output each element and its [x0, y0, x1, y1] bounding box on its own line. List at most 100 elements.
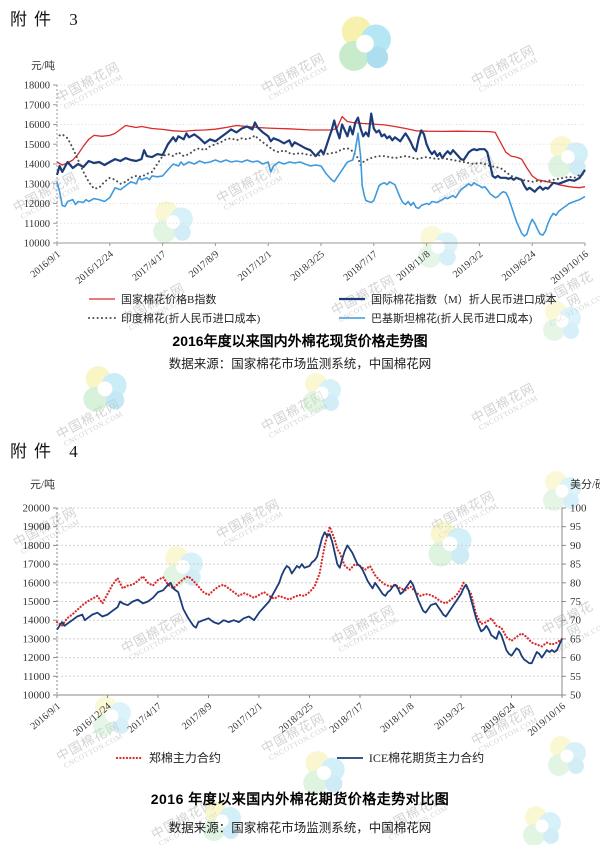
logo-blob-cyan [101, 372, 127, 398]
futures-chart-legend: 郑棉主力合约 ICE棉花期货主力合约 [0, 749, 600, 766]
x-axis-tick-label: 2017/12/1 [227, 701, 265, 735]
y2-axis-tick-label: 85 [570, 559, 582, 571]
x-axis-tick-label: 2018/3/25 [277, 701, 315, 735]
legend-line-sample [115, 756, 144, 759]
series-line [56, 132, 586, 237]
x-axis-tick-label: 2018/11/8 [379, 701, 417, 735]
series-line [56, 531, 563, 665]
y-axis-tick-label: 16000 [23, 577, 51, 589]
logo-blob-blue [323, 395, 339, 411]
logo-blob-yellow [305, 373, 327, 395]
series-line [55, 112, 586, 193]
x-axis-tick-label: 2019/3/2 [451, 249, 485, 280]
x-axis-tick-label: 2019/6/24 [500, 249, 538, 283]
y-axis-tick-label: 18000 [24, 81, 50, 92]
logo-blob-cyan [319, 379, 341, 401]
y-axis-tick-label: 12000 [24, 199, 50, 210]
y-axis-tick-label: 12000 [23, 652, 51, 664]
x-axis-tick-label: 2019/10/16 [549, 249, 591, 287]
y-axis-tick-label: 18000 [23, 540, 51, 552]
watermark-text: 中国棉花网 CNCOTTON.COM [468, 379, 541, 433]
logo-blob-green [303, 391, 325, 413]
x-axis-tick-label: 2016/9/1 [29, 249, 63, 280]
legend-label: 巴基斯坦棉花(折人民币进口成本) [371, 313, 533, 325]
logo-blob-cyan [559, 307, 581, 329]
futures-price-chart: 10000 11000 12000 13000 14000 15000 16000 17000… [23, 477, 600, 739]
watermark-text-line1: 中国棉花网 [258, 387, 328, 435]
y-axis-unit-label: 元/吨 [30, 478, 55, 491]
watermark-text-line1: 中国棉花网 [53, 395, 123, 443]
y2-axis-tick-label: 60 [570, 652, 582, 664]
legend-line-sample [88, 317, 116, 319]
spot-chart-title: 2016年度以来国内外棉花现货价格走势图 [172, 333, 428, 349]
legend-line-sample [336, 756, 363, 759]
y2-axis-tick-label: 50 [570, 690, 582, 702]
legend-label: 国家棉花价格B指数 [121, 294, 217, 306]
logo-blob-center [315, 386, 329, 400]
y-axis-tick-label: 15000 [23, 596, 51, 608]
watermark-text-line2: CNCOTTON.COM [266, 401, 330, 440]
series-line [56, 115, 586, 189]
legend-label: ICE棉花期货主力合约 [368, 751, 485, 765]
logo-blob-yellow [341, 16, 372, 47]
y-axis-unit-label: 元/吨 [31, 59, 55, 72]
spot-chart-source: 数据来源：国家棉花市场监测系统，中国棉花网 [168, 357, 432, 371]
y2-axis-tick-label: 100 [570, 503, 587, 515]
watermark-text: 中国棉花网 CNCOTTON.COM [258, 387, 331, 441]
x-axis-tick-label: 2018/11/8 [395, 249, 433, 283]
y-axis-tick-label: 14000 [24, 160, 50, 171]
legend-label: 印度棉花(折人民币进口成本) [121, 313, 261, 325]
watermark-text-line2: CNCOTTON.COM [476, 393, 540, 432]
y-axis-tick-label: 19000 [23, 521, 51, 533]
y2-axis-tick-label: 80 [570, 577, 582, 589]
x-axis-tick-label: 2016/12/24 [71, 701, 113, 739]
y-axis-tick-label: 13000 [23, 633, 51, 645]
x-axis-tick-label: 2019/10/16 [526, 701, 568, 739]
watermark-text-line1: 中国棉花网 [468, 379, 538, 427]
y-axis-tick-label: 11000 [24, 219, 50, 230]
x-axis-tick-label: 2019/6/24 [479, 701, 517, 735]
legend-line-sample [339, 317, 365, 319]
logo-blob-blue [106, 391, 125, 410]
x-axis-tick-label: 2018/3/25 [289, 249, 327, 283]
legend-label: 国际棉花指数（M）折人民币进口成本 [371, 294, 557, 306]
cncotton-logo-watermark [303, 373, 341, 413]
y-axis-tick-label: 15000 [24, 140, 50, 151]
logo-blob-center [316, 765, 332, 780]
x-axis-tick-label: 2017/12/1 [236, 249, 274, 283]
attachment3-heading: 附件 3 [10, 10, 85, 29]
legend-line-sample [89, 298, 115, 300]
logo-blob-cyan [360, 24, 391, 55]
x-axis-tick-label: 2016/9/1 [29, 701, 63, 732]
x-axis-tick-label: 2017/4/17 [126, 701, 164, 735]
y-axis-tick-label: 14000 [23, 615, 51, 627]
y2-axis-tick-label: 75 [570, 596, 582, 608]
y2-axis-tick-label: 65 [570, 633, 582, 645]
legend-item: ICE棉花期货主力合约 [336, 749, 484, 766]
y2-axis-unit-label: 美分/磅 [570, 477, 600, 491]
y2-axis-tick-label: 70 [570, 615, 582, 627]
y-axis-tick-label: 10000 [23, 690, 51, 702]
y-axis-tick-label: 13000 [24, 179, 50, 190]
legend-item: 郑棉主力合约 [115, 749, 221, 766]
legend-item: 国际棉花指数（M）折人民币进口成本 [338, 291, 557, 307]
y-axis-tick-label: 11000 [23, 671, 51, 683]
x-axis-tick-label: 2017/8/9 [180, 701, 214, 732]
y2-axis-tick-label: 95 [570, 521, 582, 533]
x-axis-tick-label: 2018/7/17 [328, 701, 366, 735]
y-axis-tick-label: 17000 [23, 559, 51, 571]
legend-label: 郑棉主力合约 [148, 751, 221, 765]
attachment4-heading: 附件 4 [10, 442, 85, 461]
x-axis-tick-label: 2019/3/2 [433, 701, 467, 732]
x-axis-tick-label: 2018/7/17 [342, 249, 380, 283]
futures-chart-title: 2016 年度以来国内外棉花期货价格走势对比图 [150, 791, 450, 807]
y-axis-tick-label: 10000 [24, 239, 50, 250]
cncotton-logo-watermark [83, 366, 127, 412]
legend-item: 巴基斯坦棉花(折人民币进口成本) [338, 310, 557, 326]
spot-price-chart: 10000 11000 12000 13000 14000 15000 16000 17000… [24, 59, 591, 287]
y2-axis-tick-label: 55 [570, 671, 582, 683]
spot-chart-legend: 国家棉花价格B指数 国际棉花指数（M）折人民币进口成本印度棉花(折人民币进口成本)… [88, 291, 557, 326]
legend-item: 印度棉花(折人民币进口成本) [88, 310, 338, 326]
legend-line-sample [339, 297, 365, 301]
